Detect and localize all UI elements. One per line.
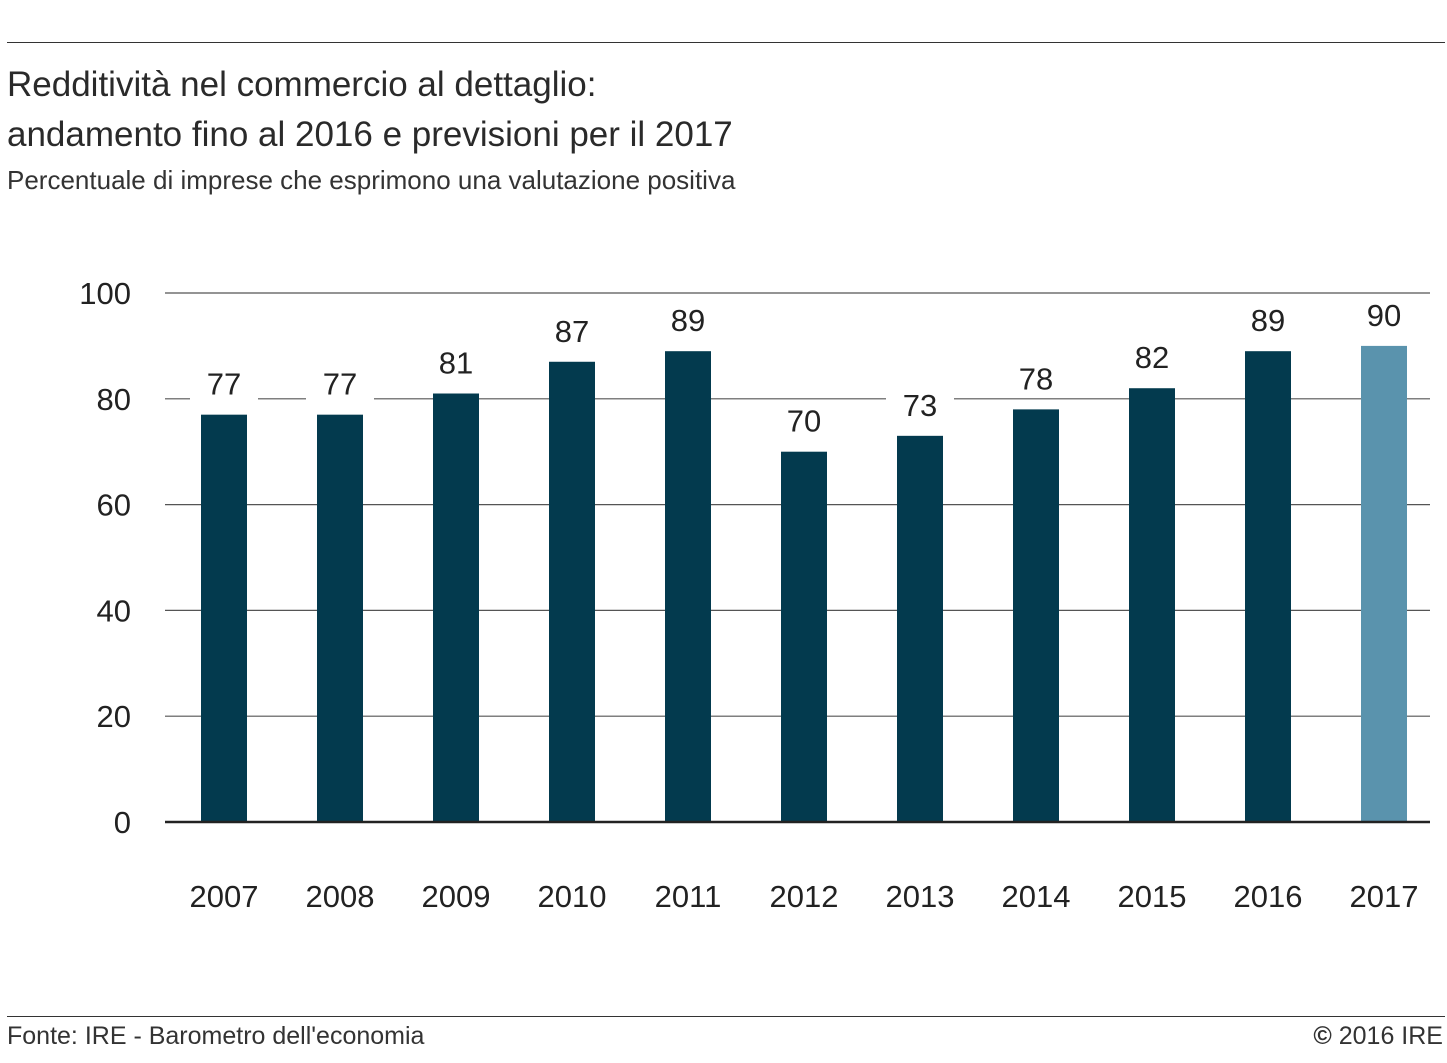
x-tick-label: 2011 — [655, 879, 722, 914]
chart-subtitle: Percentuale di imprese che esprimono una… — [7, 165, 736, 195]
data-label: 70 — [787, 404, 821, 439]
data-label: 77 — [323, 367, 357, 402]
data-labels: 77 77 81 87 89 70 73 78 82 89 90 — [207, 298, 1401, 439]
copyright-icon: © — [1313, 1022, 1332, 1050]
source-note: Fonte: IRE - Barometro dell'economia — [7, 1022, 425, 1050]
data-label: 81 — [439, 346, 473, 381]
data-label-background — [422, 343, 490, 382]
x-tick-label: 2007 — [190, 879, 259, 914]
bottom-rule — [7, 1016, 1445, 1017]
data-label: 82 — [1135, 340, 1169, 375]
y-tick-label: 80 — [97, 382, 131, 417]
x-tick-label: 2013 — [886, 879, 955, 914]
x-tick-label: 2009 — [422, 879, 491, 914]
data-label-background — [770, 401, 838, 440]
y-tick-label: 0 — [114, 805, 131, 840]
x-tick-label: 2010 — [538, 879, 607, 914]
bar — [1129, 388, 1175, 822]
data-label: 87 — [555, 314, 589, 349]
data-label-background — [190, 364, 258, 403]
x-tick-label: 2016 — [1234, 879, 1303, 914]
chart-title-line1: Redditività nel commercio al dettaglio: — [7, 65, 597, 104]
label-backgrounds — [190, 295, 1418, 440]
bar — [897, 435, 943, 822]
data-label-background — [306, 364, 374, 403]
bar — [1013, 409, 1059, 822]
bars — [201, 345, 1407, 822]
x-tick-label: 2008 — [306, 879, 375, 914]
x-tick-label: 2012 — [770, 879, 839, 914]
data-label-background — [1350, 295, 1418, 334]
y-tick-labels: 0 20 40 60 80 100 — [79, 276, 131, 840]
bar — [201, 414, 247, 822]
copyright-note: © 2016 IRE — [1313, 1022, 1443, 1051]
bar — [781, 451, 827, 822]
data-label: 78 — [1019, 361, 1053, 396]
x-tick-label: 2014 — [1002, 879, 1071, 914]
x-tick-label: 2017 — [1350, 879, 1419, 914]
data-label: 90 — [1367, 298, 1401, 333]
x-tick-labels: 2007 2008 2009 2010 2011 2012 2013 2014 2015 2016… — [190, 879, 1419, 914]
bar — [665, 351, 711, 822]
bar — [433, 393, 479, 822]
top-rule — [7, 42, 1445, 43]
data-label-background — [654, 301, 722, 340]
data-label-background — [1118, 338, 1186, 377]
copyright-text: 2016 IRE — [1338, 1022, 1443, 1050]
data-label: 77 — [207, 367, 241, 402]
data-label: 89 — [671, 303, 705, 338]
chart-title-line2: andamento fino al 2016 e previsioni per … — [7, 115, 733, 154]
y-tick-label: 60 — [97, 488, 131, 523]
bar — [1245, 351, 1291, 822]
forecast-bar — [1361, 345, 1407, 822]
y-tick-label: 20 — [97, 699, 131, 734]
data-label: 89 — [1251, 303, 1285, 338]
data-label-background — [1234, 301, 1302, 340]
x-tick-label: 2015 — [1118, 879, 1187, 914]
bar — [317, 414, 363, 822]
y-tick-label: 40 — [97, 593, 131, 628]
data-label-background — [538, 311, 606, 350]
chart-title: Redditività nel commercio al dettaglio: … — [7, 60, 733, 160]
y-tick-label: 100 — [79, 276, 131, 311]
data-label-background — [886, 385, 954, 424]
data-label-background — [1002, 359, 1070, 398]
data-label: 73 — [903, 388, 937, 423]
bar — [549, 361, 595, 822]
